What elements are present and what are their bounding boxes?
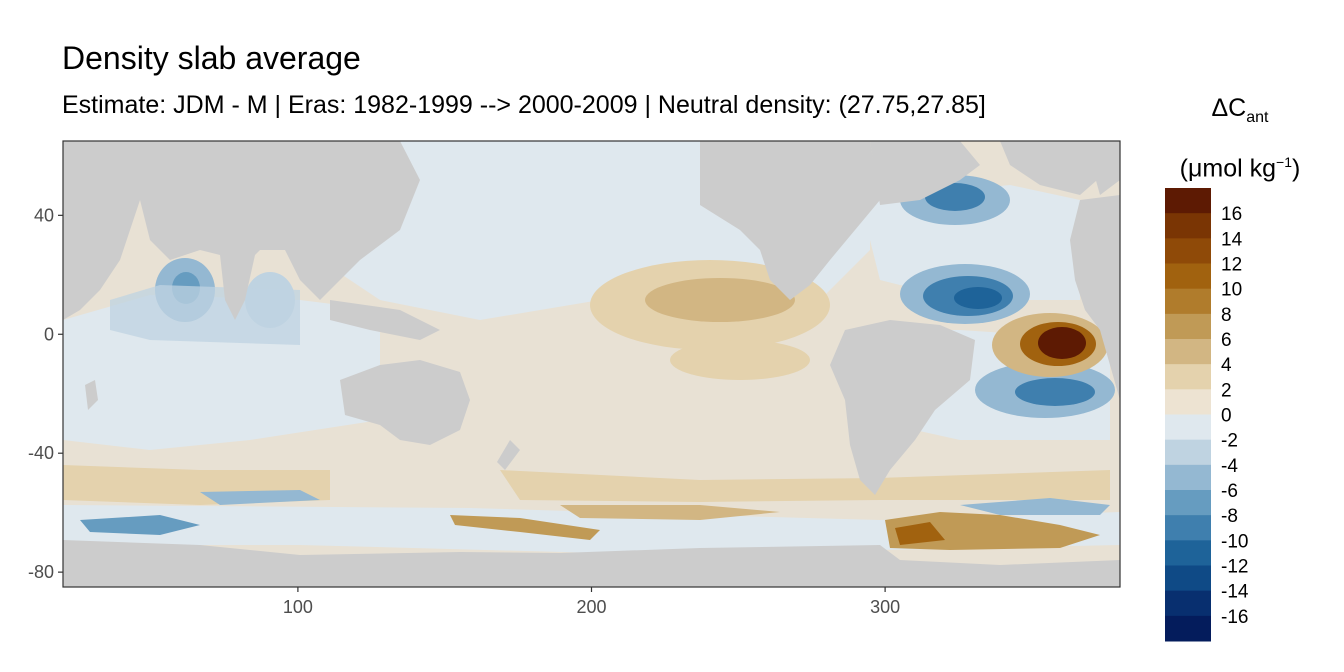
- southern-pacific-tan: [560, 505, 780, 520]
- y-tick-label: -40: [28, 443, 54, 463]
- south-pacific-positive: [500, 470, 1110, 502]
- colorbar-legend: 16 14 12 10 8 6 4 2 0 -2 -4 -6 -8 -10 -12 -14 -16: [1165, 188, 1249, 642]
- y-tick-label: -80: [28, 562, 54, 582]
- land-europe: [1085, 141, 1120, 195]
- colorbar-segment: [1165, 238, 1211, 264]
- colorbar-segment: [1165, 313, 1211, 340]
- colorbar-tick-label: 2: [1221, 380, 1232, 401]
- colorbar-segment: [1165, 263, 1211, 290]
- colorbar-tick-label: 14: [1221, 229, 1243, 250]
- colorbar-segment: [1165, 490, 1211, 516]
- colorbar-segment: [1165, 590, 1211, 617]
- colorbar-tick-label: -2: [1221, 431, 1238, 452]
- y-tick-label: 0: [44, 324, 54, 344]
- colorbar-tick-label: 12: [1221, 255, 1242, 276]
- legend-title: ΔCant (μmol kg−1): [1150, 86, 1330, 190]
- colorbar-tick-label: -6: [1221, 481, 1238, 502]
- y-tick-label: 40: [34, 205, 54, 225]
- land-new-zealand: [497, 440, 520, 470]
- colorbar-segment: [1165, 339, 1211, 365]
- central-pacific-core: [645, 278, 795, 322]
- land-south-america: [830, 320, 975, 495]
- colorbar-segment: [1165, 213, 1211, 239]
- tropical-north-atlantic-core: [954, 287, 1002, 309]
- colorbar-tick-label: 16: [1221, 204, 1242, 225]
- colorbar-tick-label: 0: [1221, 406, 1232, 427]
- legend-title-sub: ant: [1246, 109, 1269, 126]
- colorbar-segment: [1165, 188, 1211, 214]
- colorbar-tick-label: -4: [1221, 456, 1238, 477]
- colorbar-segment: [1165, 364, 1211, 390]
- colorbar-tick-label: 4: [1221, 355, 1232, 376]
- colorbar-segment: [1165, 540, 1211, 566]
- colorbar-segment: [1165, 414, 1211, 441]
- colorbar-tick-label: 10: [1221, 280, 1242, 301]
- ross-sea-positive: [450, 515, 600, 540]
- indian-ocean-band-negative: [110, 285, 300, 345]
- legend-title-main: ΔC: [1211, 94, 1247, 122]
- colorbar-segment: [1165, 389, 1211, 415]
- legend-unit-suffix: ): [1292, 154, 1301, 183]
- x-tick-label: 200: [576, 597, 606, 617]
- land-north-america: [700, 141, 880, 300]
- land-canada: [870, 141, 980, 205]
- legend-unit-prefix: (μmol kg: [1179, 154, 1277, 183]
- land-australia: [340, 360, 470, 445]
- colorbar-tick-label: -16: [1221, 607, 1248, 628]
- colorbar-segment: [1165, 464, 1211, 491]
- weddell-sea-core: [895, 522, 945, 545]
- chart-title: Density slab average: [62, 40, 361, 76]
- colorbar-tick-label: -10: [1221, 531, 1248, 552]
- land-india: [220, 255, 255, 320]
- colorbar-tick-label: 8: [1221, 305, 1232, 326]
- colorbar-tick-label: -14: [1221, 582, 1249, 603]
- chart-subtitle: Estimate: JDM - M | Eras: 1982-1999 --> …: [62, 91, 986, 119]
- land-madagascar: [85, 380, 98, 410]
- land-maritime-se-asia: [330, 300, 440, 340]
- southern-atlantic-negative-streak: [960, 498, 1110, 515]
- x-tick-label: 100: [283, 597, 313, 617]
- land-africa-east: [63, 141, 140, 320]
- southern-indian-negative-streak-2: [200, 490, 320, 505]
- land: [63, 141, 1120, 587]
- colorbar-segment: [1165, 615, 1211, 642]
- map-panel: [63, 141, 1120, 587]
- colorbar-tick-label: 6: [1221, 330, 1232, 351]
- southern-indian-negative-streak: [80, 515, 200, 535]
- colorbar-segment: [1165, 565, 1211, 592]
- legend-unit-sup: −1: [1276, 154, 1292, 170]
- x-tick-label: 300: [870, 597, 900, 617]
- equatorial-atlantic-positive-core: [1038, 327, 1086, 359]
- colorbar-tick-label: -12: [1221, 557, 1248, 578]
- land-antarctica: [63, 540, 1120, 587]
- colorbar-segment: [1165, 515, 1211, 541]
- land-eurasia: [140, 141, 420, 300]
- colorbar-segment: [1165, 288, 1211, 315]
- land-west-africa: [1070, 195, 1120, 400]
- east-pacific-positive: [670, 340, 810, 380]
- colorbar-segment: [1165, 439, 1211, 466]
- colorbar-tick-label: -8: [1221, 506, 1238, 527]
- south-atlantic-core: [1015, 378, 1095, 406]
